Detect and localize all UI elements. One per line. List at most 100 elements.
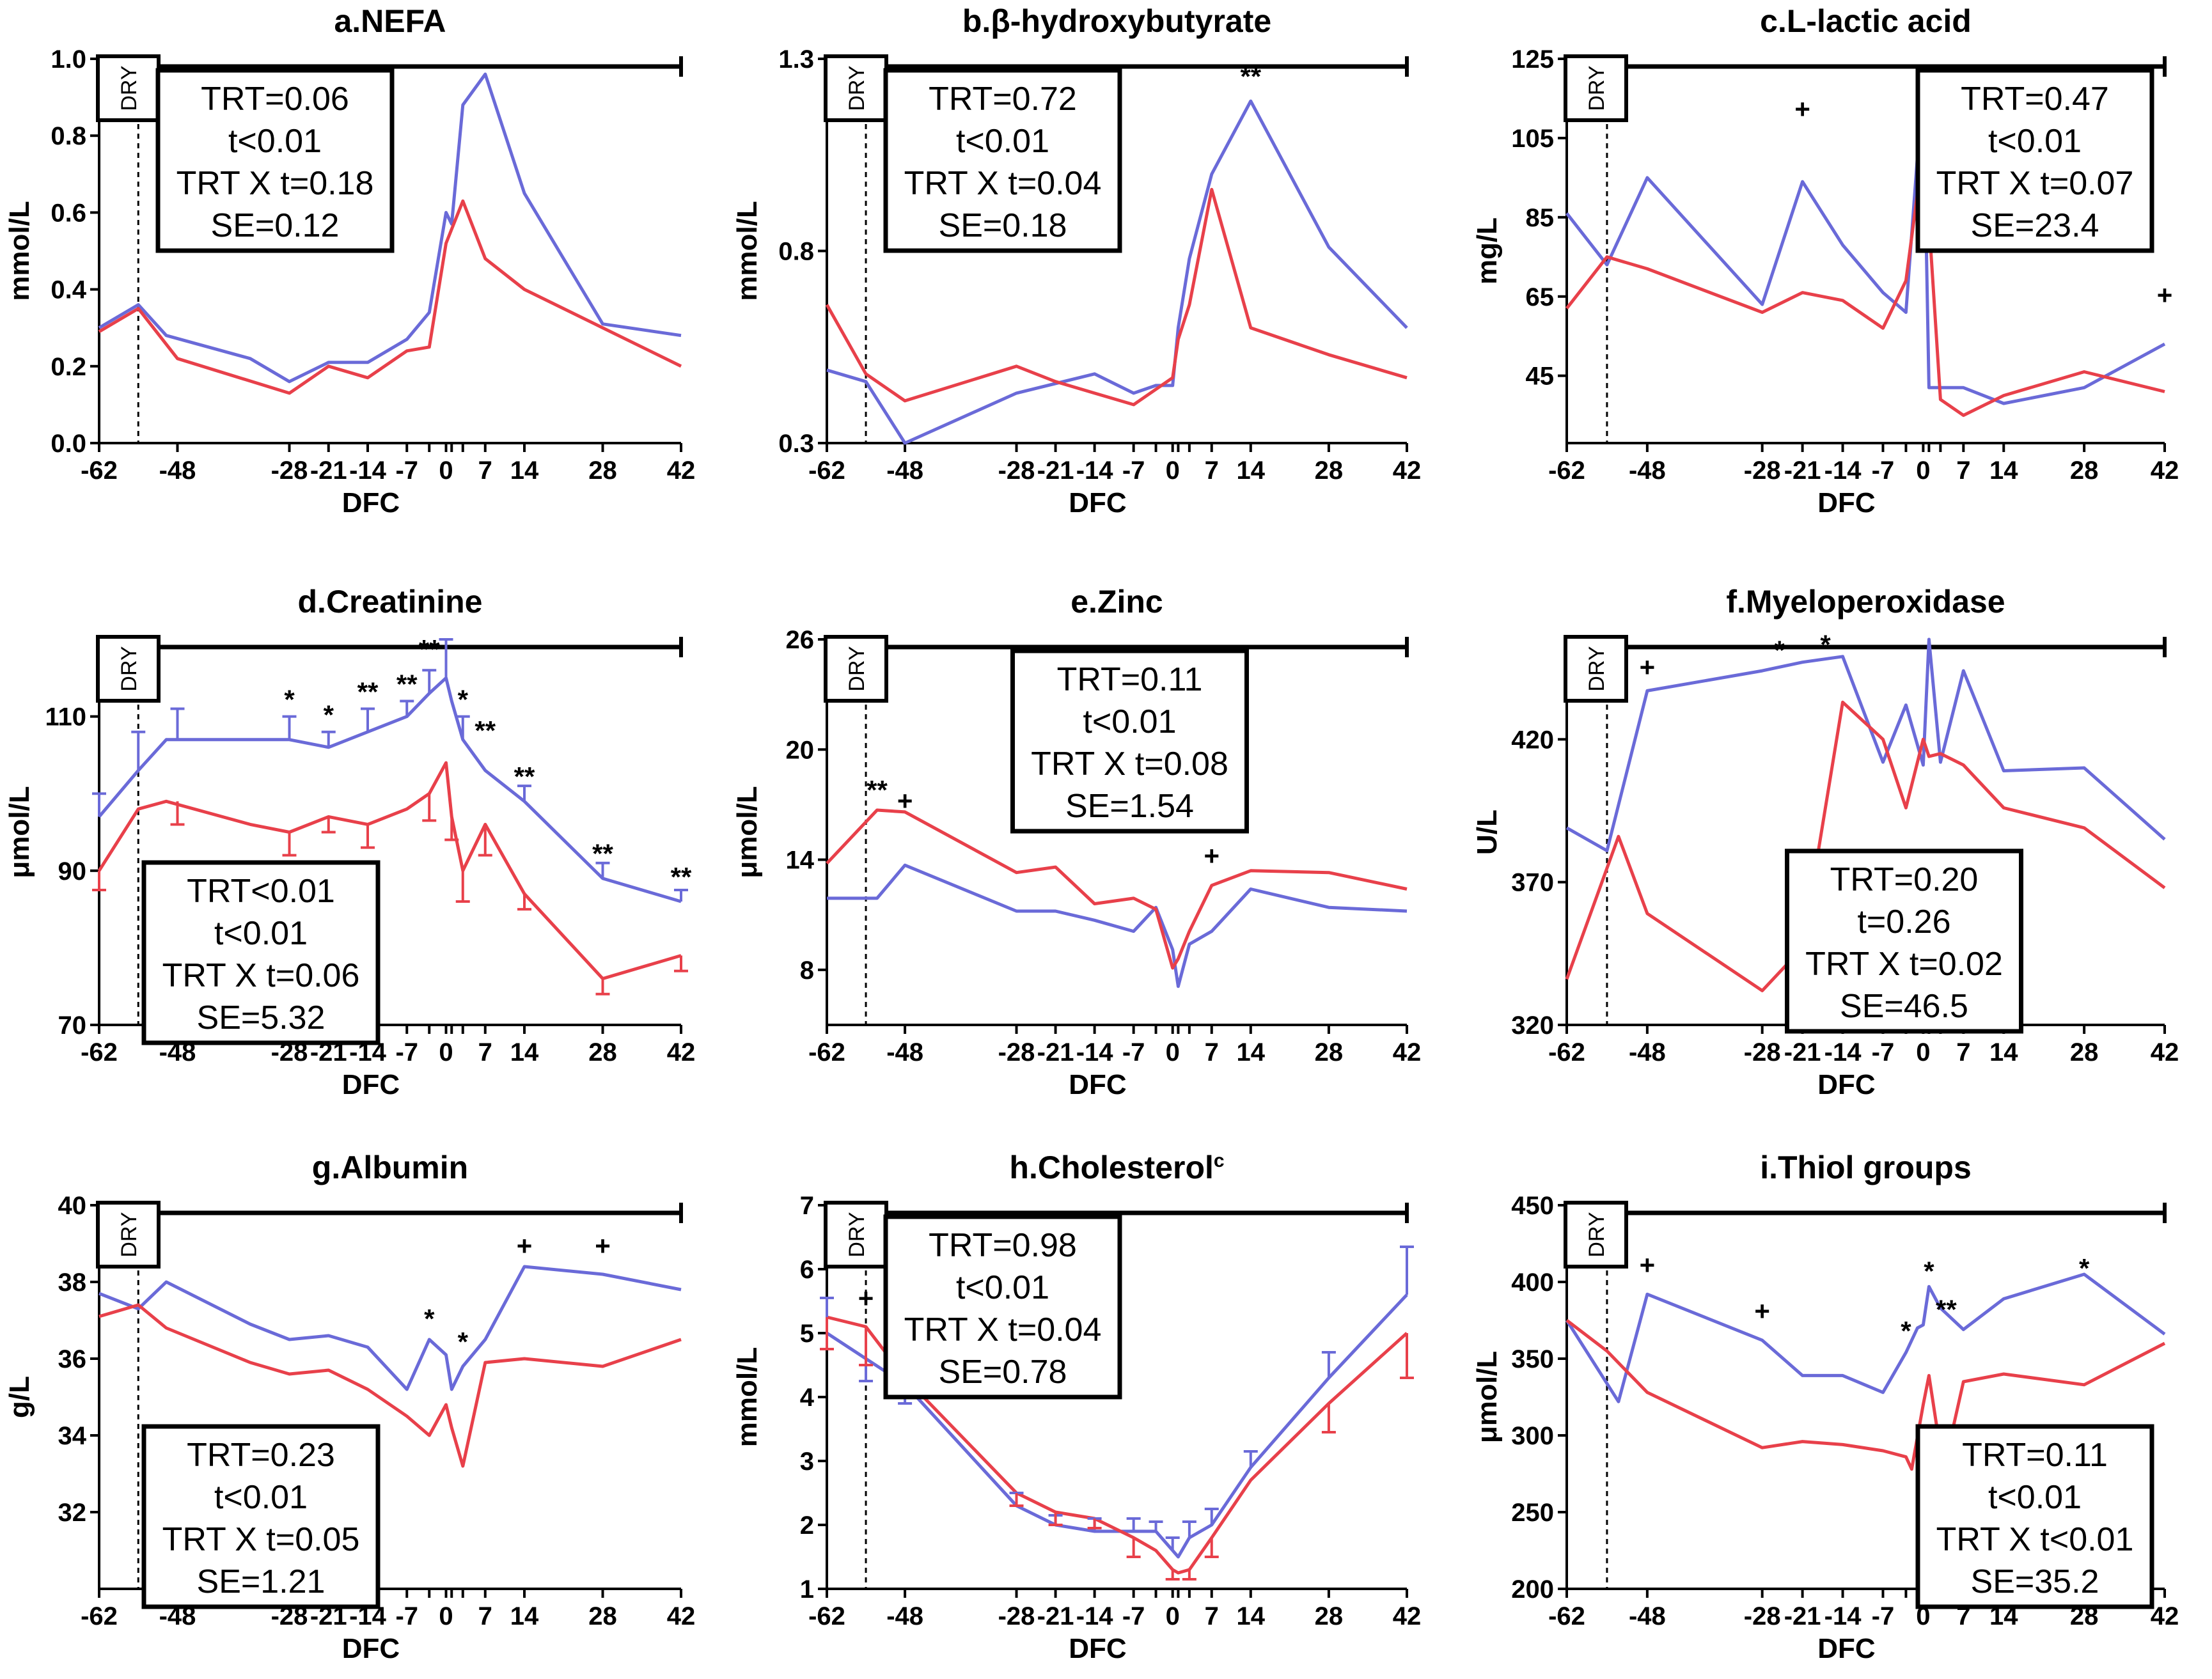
x-tick-label: 14 — [510, 1602, 539, 1630]
series-line-blue — [1565, 1272, 2166, 1403]
y-tick-label: 90 — [58, 857, 87, 886]
x-axis-label: DFC — [1817, 1069, 1875, 1100]
x-tick-label: -21 — [1784, 1602, 1821, 1630]
x-axis-label: DFC — [342, 1069, 400, 1100]
x-tick-label: -21 — [1037, 1602, 1074, 1630]
panel-title-main: a.NEFA — [334, 3, 446, 39]
panel-title: c.L-lactic acid — [1760, 3, 1972, 39]
y-tick-label: 450 — [1511, 1192, 1554, 1220]
dry-label: DRY — [117, 646, 141, 691]
significance-marker: ** — [671, 862, 692, 892]
x-tick-label: -48 — [886, 1038, 923, 1066]
x-tick-label: 14 — [510, 1038, 539, 1066]
series-line-blue — [826, 99, 1408, 445]
x-tick-label: -14 — [1076, 1038, 1114, 1066]
x-tick-label: -7 — [1872, 1602, 1895, 1630]
x-tick-label: 14 — [1989, 1038, 2018, 1066]
x-tick-label: -7 — [1872, 1038, 1895, 1066]
dry-label: DRY — [845, 65, 869, 111]
stats-line: TRT X t=0.08 — [1031, 746, 1228, 783]
significance-marker: ** — [475, 715, 496, 746]
dry-label: DRY — [845, 1212, 869, 1257]
y-axis-label: mg/L — [1471, 217, 1503, 285]
stats-line: SE=0.18 — [939, 207, 1067, 244]
x-tick-label: 14 — [1989, 457, 2018, 485]
y-tick-label: 350 — [1511, 1345, 1554, 1373]
dry-label: DRY — [117, 1212, 141, 1257]
x-tick-label: 0 — [1916, 1602, 1930, 1630]
significance-marker: + — [2157, 280, 2173, 310]
y-tick-label: 20 — [786, 736, 815, 764]
panel-title: i.Thiol groups — [1760, 1150, 1972, 1185]
x-axis-label: DFC — [1069, 487, 1126, 519]
x-tick-label: 0 — [439, 457, 453, 485]
significance-marker: ** — [1240, 61, 1261, 91]
series-line-red — [1565, 148, 2165, 418]
y-tick-label: 7 — [800, 1192, 814, 1220]
stats-line: TRT X t=0.07 — [1936, 165, 2134, 202]
stats-line: t<0.01 — [214, 915, 308, 952]
significance-marker: * — [284, 685, 295, 715]
panel-title: a.NEFA — [334, 3, 446, 39]
stats-line: SE=0.12 — [211, 207, 340, 244]
stats-line: t<0.01 — [228, 123, 322, 160]
significance-marker: ** — [396, 669, 418, 699]
x-tick-label: 42 — [1393, 1602, 1422, 1630]
y-tick-label: 400 — [1511, 1269, 1554, 1297]
y-tick-label: 1.3 — [778, 45, 814, 74]
y-tick-label: 250 — [1511, 1499, 1554, 1527]
x-tick-label: -48 — [1629, 1602, 1666, 1630]
stats-box — [883, 68, 1122, 253]
y-tick-label: 70 — [58, 1011, 87, 1040]
series-line-red — [97, 761, 682, 981]
x-tick-label: 42 — [1393, 457, 1422, 485]
significance-marker: + — [595, 1231, 611, 1261]
stats-box — [883, 1214, 1122, 1400]
x-tick-label: 0 — [1166, 1038, 1180, 1066]
y-tick-label: 4 — [800, 1384, 815, 1412]
panel-title-main: c.L-lactic acid — [1760, 3, 1972, 39]
significance-marker: + — [517, 1231, 533, 1261]
dry-box — [1564, 54, 1628, 122]
x-tick-label: -7 — [1122, 1602, 1145, 1630]
y-tick-label: 370 — [1511, 869, 1554, 897]
panel-title: g.Albumin — [312, 1150, 468, 1185]
x-tick-label: 7 — [478, 457, 492, 485]
x-tick-label: -62 — [81, 457, 118, 485]
x-tick-label: -28 — [998, 1602, 1035, 1630]
y-tick-label: 3 — [800, 1448, 814, 1476]
y-tick-label: 105 — [1511, 125, 1554, 153]
stats-line: SE=23.4 — [1971, 207, 2099, 244]
y-tick-label: 200 — [1511, 1575, 1554, 1604]
stats-line: SE=35.2 — [1971, 1563, 2099, 1600]
x-tick-label: -48 — [886, 1602, 923, 1630]
y-tick-label: 26 — [786, 626, 815, 654]
panel-title-main: i.Thiol groups — [1760, 1150, 1972, 1185]
x-tick-label: 7 — [1956, 1038, 1970, 1066]
significance-marker: ** — [592, 839, 613, 869]
series-line-blue — [98, 72, 682, 384]
y-tick-label: 36 — [58, 1345, 87, 1373]
x-tick-label: 42 — [667, 457, 696, 485]
x-tick-label: -62 — [81, 1038, 118, 1066]
x-tick-label: 28 — [1315, 1602, 1344, 1630]
x-tick-label: 7 — [478, 1602, 492, 1630]
stats-line: SE=5.32 — [197, 999, 326, 1036]
stats-box — [1915, 68, 2154, 253]
x-axis-label: DFC — [342, 487, 400, 519]
y-tick-label: 6 — [800, 1256, 814, 1284]
stats-line: t<0.01 — [1988, 1479, 2082, 1516]
stats-line: TRT=0.72 — [929, 81, 1077, 118]
panel-b: b.β-hydroxybutyrate DRY 0.3 0.8 1.3 -62 -48 -28… — [732, 3, 1421, 519]
y-tick-label: 65 — [1526, 283, 1555, 311]
x-tick-label: 7 — [1956, 457, 1970, 485]
stats-line: t<0.01 — [1083, 703, 1176, 740]
significance-marker: ** — [867, 775, 888, 805]
x-tick-label: -28 — [271, 457, 308, 485]
significance-marker: * — [1774, 635, 1785, 665]
stats-line: TRT X t=0.02 — [1805, 946, 2003, 983]
significance-marker: + — [1640, 1250, 1656, 1280]
stats-line: TRT=0.98 — [929, 1227, 1077, 1264]
